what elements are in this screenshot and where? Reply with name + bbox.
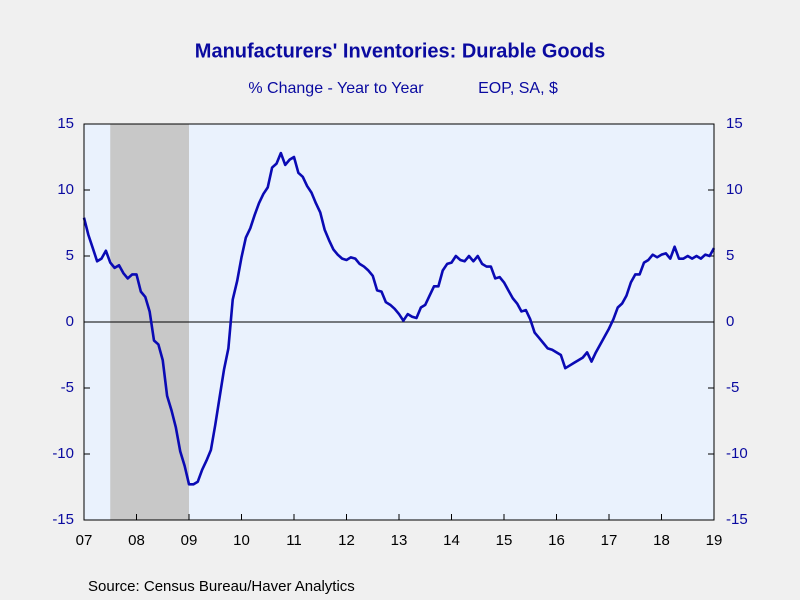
x-tick-label: 12 xyxy=(338,532,355,549)
y-tick-label: -15 xyxy=(52,511,74,528)
y-tick-label: 15 xyxy=(57,115,74,132)
y2-tick-label: 15 xyxy=(726,115,743,132)
chart-title: Manufacturers' Inventories: Durable Good… xyxy=(195,40,605,62)
x-tick-label: 18 xyxy=(653,532,670,549)
y2-tick-label: 5 xyxy=(726,247,734,264)
y2-tick-label: -5 xyxy=(726,379,739,396)
x-tick-label: 17 xyxy=(601,532,618,549)
x-tick-label: 16 xyxy=(548,532,565,549)
y2-tick-label: -15 xyxy=(726,511,748,528)
x-tick-label: 08 xyxy=(128,532,145,549)
chart-subtitle: % Change - Year to Year xyxy=(248,80,424,97)
y-tick-label: -10 xyxy=(52,445,74,462)
y-tick-label: 10 xyxy=(57,181,74,198)
x-tick-label: 07 xyxy=(76,532,93,549)
y2-tick-label: 10 xyxy=(726,181,743,198)
y-tick-label: -5 xyxy=(61,379,74,396)
source-note: Source: Census Bureau/Haver Analytics xyxy=(88,578,355,595)
x-tick-label: 14 xyxy=(443,532,460,549)
x-tick-label: 13 xyxy=(391,532,408,549)
x-tick-label: 19 xyxy=(706,532,723,549)
x-tick-label: 10 xyxy=(233,532,250,549)
chart-subtitle-right: EOP, SA, $ xyxy=(478,80,558,97)
y2-tick-label: 0 xyxy=(726,313,734,330)
x-tick-label: 11 xyxy=(286,532,302,549)
y-tick-label: 5 xyxy=(66,247,74,264)
data-line xyxy=(82,151,716,486)
y2-tick-label: -10 xyxy=(726,445,748,462)
x-tick-label: 15 xyxy=(496,532,513,549)
y-tick-label: 0 xyxy=(66,313,74,330)
x-tick-label: 09 xyxy=(181,532,198,549)
plot-frame xyxy=(83,123,715,521)
